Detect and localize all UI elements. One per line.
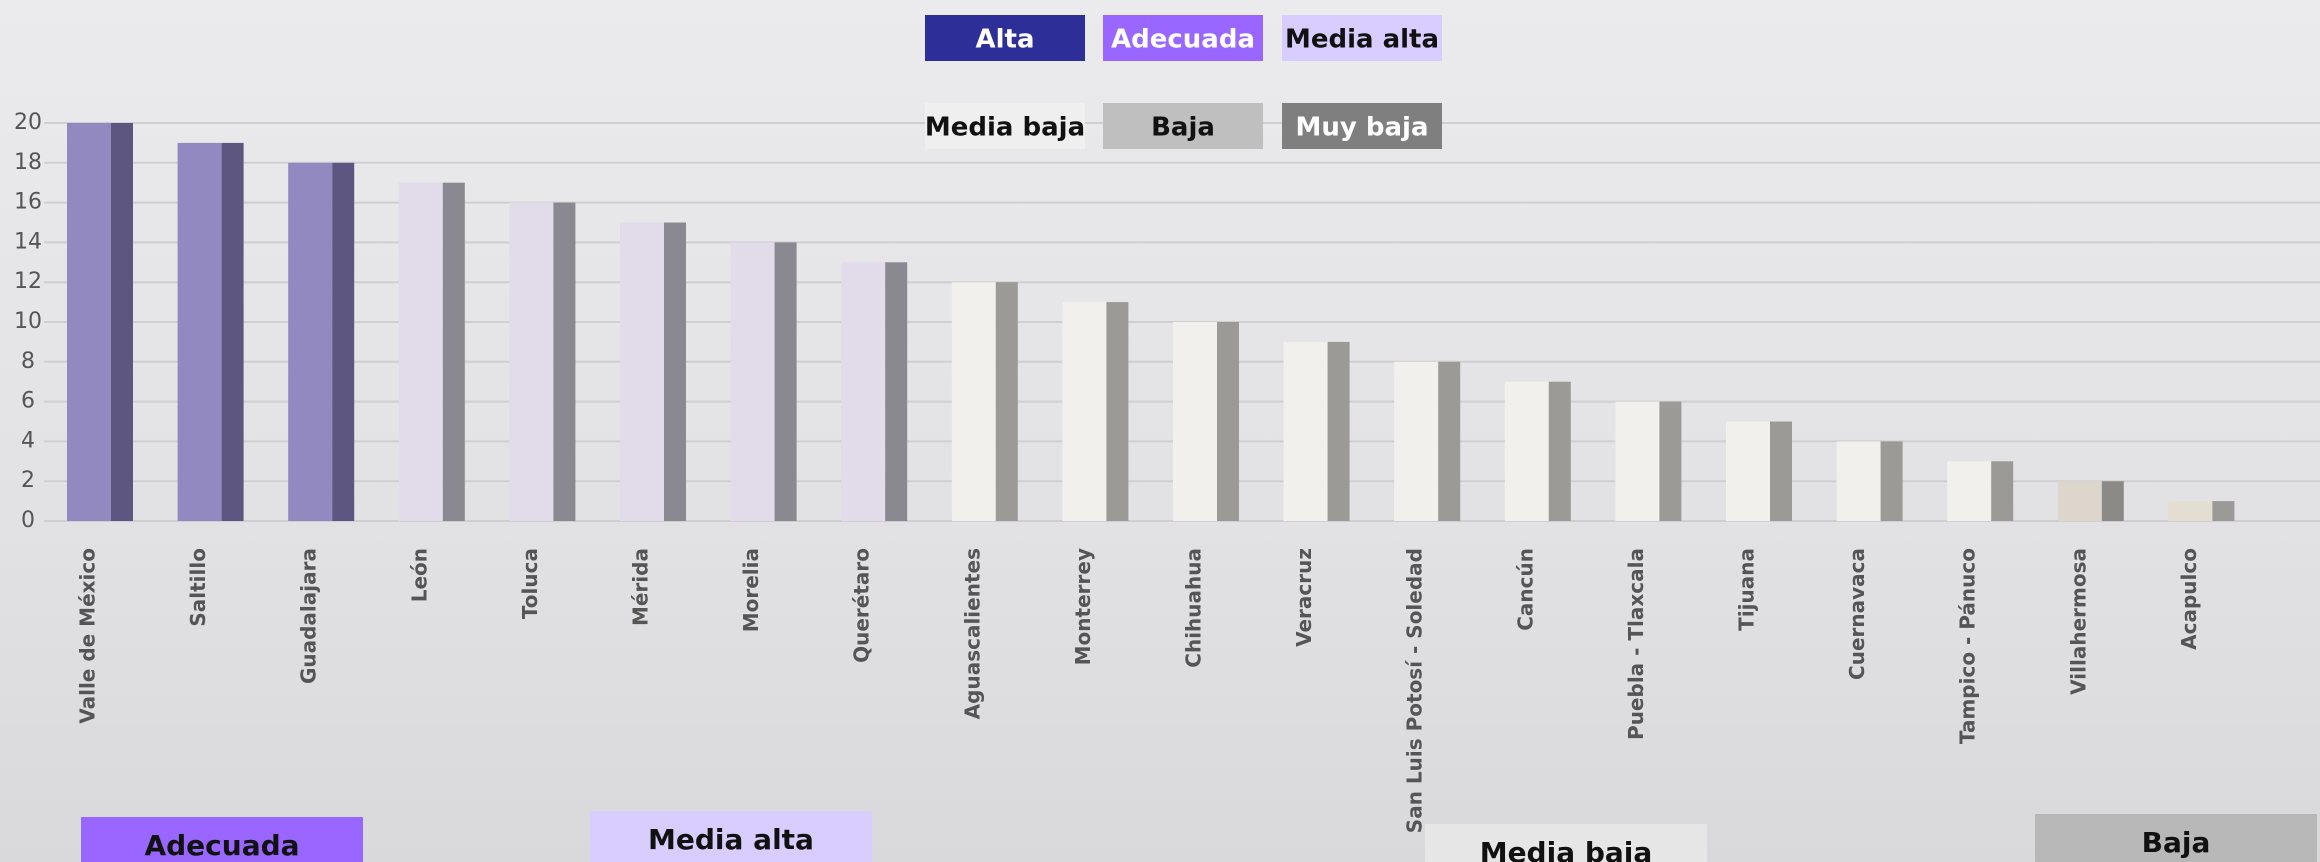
y-tick-label: 16 [14, 190, 42, 215]
legend-label: Muy baja [1296, 113, 1429, 143]
y-tick-label: 6 [21, 389, 35, 414]
x-tick-label: Toluca [518, 548, 542, 619]
bar [67, 123, 111, 521]
legend-label: Media baja [925, 113, 1085, 143]
x-tick-label: Chihuahua [1182, 548, 1206, 668]
bar [1505, 382, 1549, 521]
y-tick-label: 14 [14, 229, 42, 254]
group-label: Adecuada [144, 829, 299, 862]
x-tick-label: Cuernavaca [1845, 548, 1869, 680]
x-tick-label: Saltillo [186, 548, 210, 627]
x-tick-label: Guadalajara [297, 548, 321, 684]
y-tick-label: 2 [21, 468, 35, 493]
x-tick-label: Cancún [1513, 548, 1537, 631]
bar [288, 163, 332, 521]
x-tick-label: Veracruz [1292, 548, 1316, 647]
bar [2212, 501, 2234, 521]
bar [620, 223, 664, 522]
x-tick-label: Querétaro [850, 548, 874, 663]
bar [111, 123, 133, 521]
bar [178, 143, 222, 521]
y-tick-label: 18 [14, 150, 42, 175]
bar [2102, 481, 2124, 521]
bar [2168, 501, 2212, 521]
x-tick-label: Valle de México [76, 548, 100, 724]
legend-label: Baja [1151, 113, 1215, 143]
bar [775, 242, 797, 521]
legend-label: Adecuada [1111, 25, 1255, 55]
bar [952, 282, 996, 521]
group-label: Baja [2142, 826, 2211, 859]
x-tick-label: Puebla - Tlaxcala [1624, 548, 1648, 740]
y-tick-label: 20 [14, 110, 42, 135]
y-tick-label: 10 [14, 309, 42, 334]
group-label: Media alta [648, 823, 814, 856]
x-tick-label: Acapulco [2177, 548, 2201, 650]
bar [664, 223, 686, 522]
bar [1726, 422, 1770, 522]
x-tick-label: Aguascalientes [960, 548, 984, 719]
bar [1217, 322, 1239, 521]
legend-label: Alta [975, 25, 1034, 55]
x-tick-label: San Luis Potosí - Soledad [1403, 548, 1427, 833]
bar [885, 262, 907, 521]
bar [1549, 382, 1571, 521]
legend-label: Media alta [1285, 25, 1439, 55]
bar [222, 143, 244, 521]
x-tick-label: Morelia [739, 548, 763, 632]
bar [841, 262, 885, 521]
bar [1947, 461, 1991, 521]
bar [2058, 481, 2102, 521]
bar [399, 183, 443, 521]
bar [1770, 422, 1792, 522]
bar [996, 282, 1018, 521]
x-tick-label: León [407, 548, 431, 602]
bar [1991, 461, 2013, 521]
x-tick-label: Monterrey [1071, 548, 1095, 665]
x-tick-label: Tampico - Pánuco [1956, 548, 1980, 744]
bar [1173, 322, 1217, 521]
bar [1284, 342, 1328, 521]
bar [731, 242, 775, 521]
x-tick-label: Villahermosa [2066, 548, 2090, 695]
bar [1837, 441, 1881, 521]
bar [1106, 302, 1128, 521]
bar [1881, 441, 1903, 521]
bar [1615, 402, 1659, 521]
bar [1062, 302, 1106, 521]
bar [332, 163, 354, 521]
bar [553, 203, 575, 521]
y-tick-label: 8 [21, 349, 35, 374]
bar [509, 203, 553, 521]
y-tick-label: 12 [14, 269, 42, 294]
y-tick-label: 4 [21, 428, 35, 453]
bar [1438, 362, 1460, 521]
chart: 0 2 4 6 8 10 12 14 16 18 20 Valle de México Saltillo… [0, 0, 2320, 862]
bar [1659, 402, 1681, 521]
x-tick-label: Tijuana [1735, 548, 1759, 631]
bar [1394, 362, 1438, 521]
bar [1328, 342, 1350, 521]
bar [443, 183, 465, 521]
x-tick-label: Mérida [629, 548, 653, 626]
y-tick-label: 0 [21, 508, 35, 533]
group-label: Media baja [1480, 836, 1653, 862]
